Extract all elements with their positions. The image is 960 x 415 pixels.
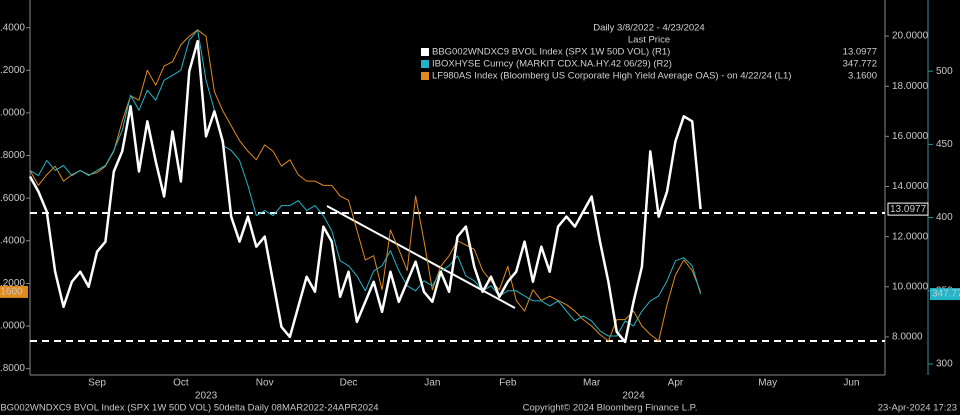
y3-tick-label: 500 bbox=[936, 66, 953, 77]
legend-label: IBOXHYSE Curncy (MARKIT CDX.NA.HY.42 06/… bbox=[432, 59, 672, 70]
last-value-box bbox=[887, 202, 929, 216]
x-tick-label: Mar bbox=[583, 378, 601, 389]
legend-title: Daily 3/8/2022 - 4/23/2024 bbox=[593, 23, 704, 34]
legend-value: 3.1600 bbox=[848, 71, 877, 82]
x-tick-label: Jun bbox=[843, 378, 859, 389]
legend-swatch bbox=[421, 48, 429, 56]
x-tick-label: Sep bbox=[88, 378, 106, 389]
series-line bbox=[29, 29, 702, 342]
x-tick-label: Feb bbox=[499, 378, 517, 389]
legend-swatch bbox=[421, 72, 429, 80]
last-value-tag: 13.0977 bbox=[887, 202, 929, 216]
last-value-label: 3.1600 bbox=[0, 287, 23, 298]
last-value-box bbox=[0, 285, 28, 298]
y3-tick-label: 400 bbox=[936, 212, 953, 223]
y2-tick-label: 20.0000 bbox=[892, 31, 929, 42]
footer: BBG002WNDXC9 BVOL Index (SPX 1W 50D VOL)… bbox=[0, 403, 957, 414]
x-tick-label: May bbox=[758, 378, 777, 389]
y2-tick-label: 10.0000 bbox=[892, 281, 929, 292]
legend-subtitle: Last Price bbox=[628, 35, 670, 46]
x-tick-label: Apr bbox=[668, 378, 684, 389]
y2-tick-label: 14.0000 bbox=[892, 181, 929, 192]
legend-label: LF980AS Index (Bloomberg US Corporate Hi… bbox=[432, 71, 791, 82]
last-value-label: 13.0977 bbox=[890, 204, 927, 215]
year-label: 2024 bbox=[622, 391, 645, 402]
y-tick-label: 3.2000 bbox=[0, 278, 25, 289]
series-line bbox=[29, 29, 702, 337]
last-value-box bbox=[930, 288, 960, 301]
x-tick-label: Jan bbox=[424, 378, 440, 389]
legend-value: 13.0977 bbox=[843, 47, 877, 58]
y3-tick-label: 300 bbox=[936, 359, 953, 370]
y-tick-label: 3.4000 bbox=[0, 235, 25, 246]
y-tick-label: 3.0000 bbox=[0, 321, 25, 332]
x-tick-label: Dec bbox=[340, 378, 358, 389]
y-tick-label: 3.8000 bbox=[0, 150, 25, 161]
legend: Daily 3/8/2022 - 4/23/2024 Last Price BB… bbox=[416, 19, 882, 87]
axes bbox=[29, 0, 929, 376]
footer-center: Copyright© 2024 Bloomberg Finance L.P. bbox=[523, 403, 698, 414]
legend-value: 347.772 bbox=[843, 59, 877, 70]
x-tick-label: Nov bbox=[256, 378, 274, 389]
y-tick-label: 4.0000 bbox=[0, 108, 25, 119]
legend-swatch bbox=[421, 60, 429, 68]
y2-tick-label: 18.0000 bbox=[892, 81, 929, 92]
year-label: 2023 bbox=[195, 391, 218, 402]
last-value-label: 347.772 bbox=[932, 289, 960, 300]
footer-left: BBG002WNDXC9 BVOL Index (SPX 1W 50D VOL)… bbox=[0, 403, 379, 414]
y3-tick-label: 450 bbox=[936, 139, 953, 150]
y-tick-label: 3.6000 bbox=[0, 193, 25, 204]
legend-box bbox=[416, 19, 882, 87]
y-tick-label: 4.4000 bbox=[0, 22, 25, 33]
legend-label: BBG002WNDXC9 BVOL Index (SPX 1W 50D VOL)… bbox=[432, 47, 670, 58]
series-line bbox=[28, 39, 702, 344]
series-lines bbox=[28, 29, 702, 344]
y-tick-label: 4.2000 bbox=[0, 65, 25, 76]
y2-tick-label: 16.0000 bbox=[892, 131, 929, 142]
last-value-tag: 347.772 bbox=[930, 288, 960, 301]
last-value-tag: 3.1600 bbox=[0, 285, 28, 298]
ticks: 4.4000 4.2000 4.0000 3.8000 3.6000 3.4000 3.20… bbox=[0, 22, 960, 402]
footer-right: 23-Apr-2024 17:23 bbox=[878, 403, 957, 414]
x-tick-label: Oct bbox=[173, 378, 189, 389]
y2-tick-label: 8.0000 bbox=[892, 332, 923, 343]
y2-tick-label: 12.0000 bbox=[892, 231, 929, 242]
y-tick-label: 2.8000 bbox=[0, 363, 25, 374]
